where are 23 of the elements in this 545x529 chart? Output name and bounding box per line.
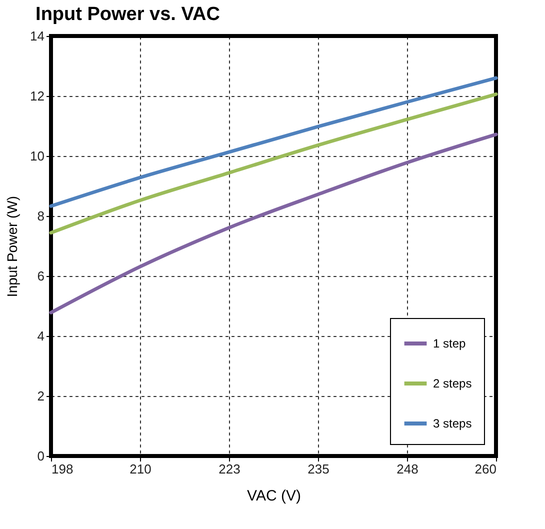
x-tick-label: 210 (130, 462, 152, 476)
legend-label: 2 steps (433, 376, 472, 390)
y-tick-label: 0 (37, 448, 44, 464)
y-axis-title: Input Power (W) (4, 196, 20, 298)
line-series (49, 92, 498, 235)
x-tick-label: 260 (474, 462, 496, 476)
x-tick-label: 198 (52, 462, 74, 476)
y-tick-label: 8 (37, 208, 44, 224)
legend-label: 3 steps (433, 416, 472, 430)
y-tick-label: 6 (37, 268, 44, 284)
line-series (49, 76, 498, 208)
x-tick-label: 235 (308, 462, 330, 476)
y-tick-label: 10 (30, 148, 44, 164)
legend-label: 1 step (433, 336, 466, 350)
y-tick-label: 12 (30, 88, 44, 104)
chart-title: Input Power vs. VAC (36, 4, 220, 25)
y-tick-label: 14 (30, 28, 44, 44)
x-tick-label: 223 (218, 462, 240, 476)
x-axis-title: VAC (V) (247, 488, 301, 504)
x-tick-label: 248 (396, 462, 418, 476)
y-tick-label: 2 (37, 388, 44, 404)
line-series (49, 132, 498, 314)
y-tick-label: 4 (37, 328, 44, 344)
